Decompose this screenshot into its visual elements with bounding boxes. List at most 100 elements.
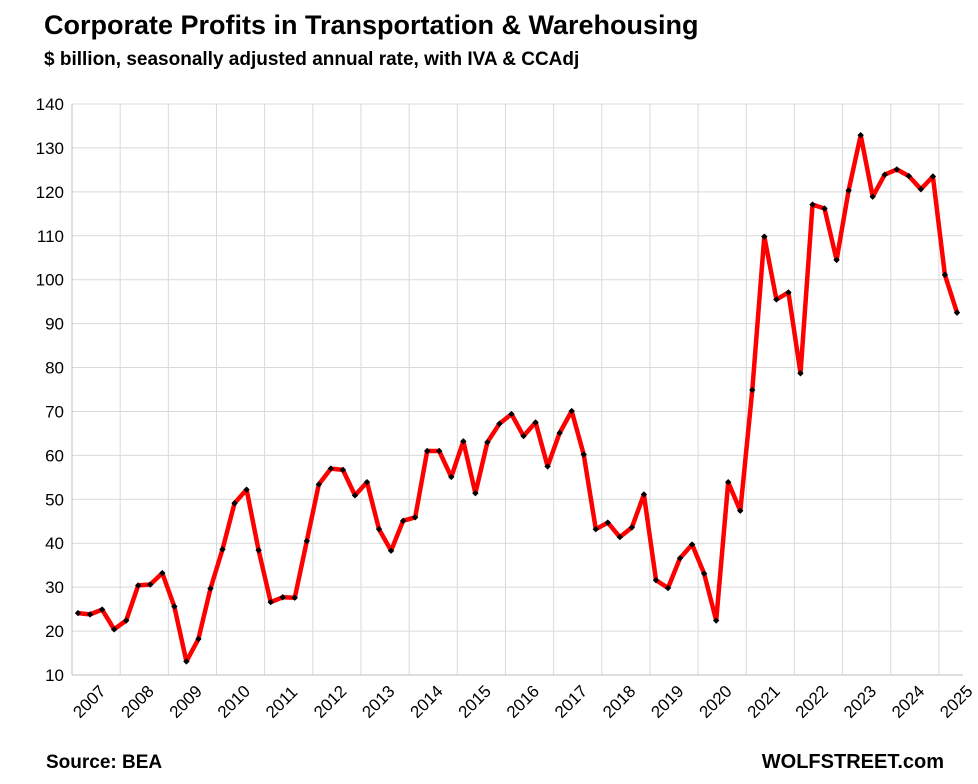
data-point [327, 465, 335, 472]
data-point [135, 582, 142, 589]
x-tick-label: 2007 [69, 682, 109, 722]
data-point [291, 594, 298, 601]
data-point [122, 617, 130, 624]
data-point [592, 525, 599, 533]
data-point [712, 617, 720, 624]
data-point [773, 296, 780, 303]
data-point [219, 546, 226, 553]
y-tick-label: 120 [36, 183, 64, 202]
data-point [917, 186, 925, 193]
data-point [195, 635, 202, 643]
x-tick-label: 2010 [214, 682, 254, 722]
data-point [664, 584, 672, 592]
data-point [941, 271, 949, 279]
data-point [929, 173, 937, 180]
data-point [255, 547, 262, 554]
x-tick-label: 2022 [792, 682, 832, 722]
gridlines [71, 103, 963, 676]
data-point [315, 481, 323, 488]
data-point [737, 507, 744, 514]
data-point [857, 131, 864, 139]
data-point [676, 554, 684, 562]
data-point [953, 309, 961, 316]
data-point [881, 171, 888, 178]
data-point [267, 598, 274, 606]
data-point [628, 524, 636, 531]
y-tick-label: 50 [45, 490, 64, 509]
data-point [303, 537, 310, 545]
data-point [520, 432, 527, 440]
data-point [544, 463, 551, 470]
data-point [363, 478, 371, 486]
data-point [183, 658, 190, 665]
data-point [700, 570, 708, 577]
data-point [785, 289, 792, 296]
data-point [387, 547, 395, 554]
data-point [652, 576, 660, 584]
data-point [207, 585, 214, 592]
chart-title: Corporate Profits in Transportation & Wa… [44, 10, 699, 40]
data-point [761, 233, 768, 240]
data-point [171, 603, 178, 610]
x-tick-label: 2017 [551, 682, 591, 722]
x-tick-label: 2015 [455, 682, 495, 722]
data-point [484, 439, 491, 446]
y-tick-label: 60 [45, 446, 64, 465]
data-point [616, 533, 624, 541]
x-tick-label: 2018 [599, 682, 639, 722]
data-point [351, 492, 359, 499]
data-point [472, 489, 479, 497]
data-point [496, 420, 503, 427]
data-point [556, 429, 563, 437]
data-point [893, 166, 900, 173]
x-tick-label: 2025 [936, 682, 976, 722]
y-tick-label: 80 [45, 359, 64, 378]
data-point [448, 473, 455, 481]
series-line-layer [75, 132, 960, 664]
x-tick-label: 2013 [358, 682, 398, 722]
data-point [688, 541, 696, 548]
series-line [75, 132, 960, 664]
x-tick-labels: 2007 2008 2009 2010 2011 2012 2013 2014 2015 2016… [69, 682, 976, 722]
x-tick-label: 2021 [744, 682, 784, 722]
data-point [640, 491, 648, 498]
x-tick-label: 2024 [888, 682, 928, 722]
data-point [460, 438, 467, 445]
x-tick-label: 2011 [262, 683, 301, 722]
y-tick-label: 40 [45, 534, 64, 553]
y-tick-label: 100 [36, 271, 64, 290]
data-point [423, 447, 431, 455]
data-point [411, 514, 419, 521]
brand-watermark: WOLFSTREET.com [761, 751, 944, 773]
axes [71, 104, 963, 676]
data-point [375, 525, 383, 533]
y-tick-label: 20 [45, 622, 64, 641]
data-point [725, 478, 732, 486]
x-tick-label: 2009 [166, 682, 206, 722]
x-tick-label: 2016 [503, 682, 543, 722]
y-tick-label: 10 [45, 666, 64, 685]
data-point [110, 626, 118, 633]
chart-subtitle: $ billion, seasonally adjusted annual ra… [44, 49, 580, 70]
x-tick-label: 2020 [696, 682, 736, 722]
y-tick-label: 70 [45, 402, 64, 421]
data-point [243, 486, 250, 493]
y-tick-labels: 10 20 30 40 50 60 70 80 90 100 110 120 130 140 [36, 95, 64, 685]
x-tick-label: 2019 [647, 682, 687, 722]
data-point [98, 606, 106, 613]
data-point [436, 447, 443, 455]
data-point [86, 611, 94, 618]
data-point [845, 187, 852, 194]
x-tick-label: 2008 [118, 682, 158, 722]
data-markers [74, 131, 961, 665]
data-point [821, 205, 828, 212]
data-point [231, 500, 238, 507]
y-tick-label: 140 [36, 95, 64, 114]
data-point [279, 594, 286, 601]
data-point [833, 256, 840, 264]
data-point [809, 201, 816, 208]
data-point [339, 466, 347, 474]
y-tick-label: 110 [37, 227, 64, 246]
data-point [580, 451, 587, 458]
